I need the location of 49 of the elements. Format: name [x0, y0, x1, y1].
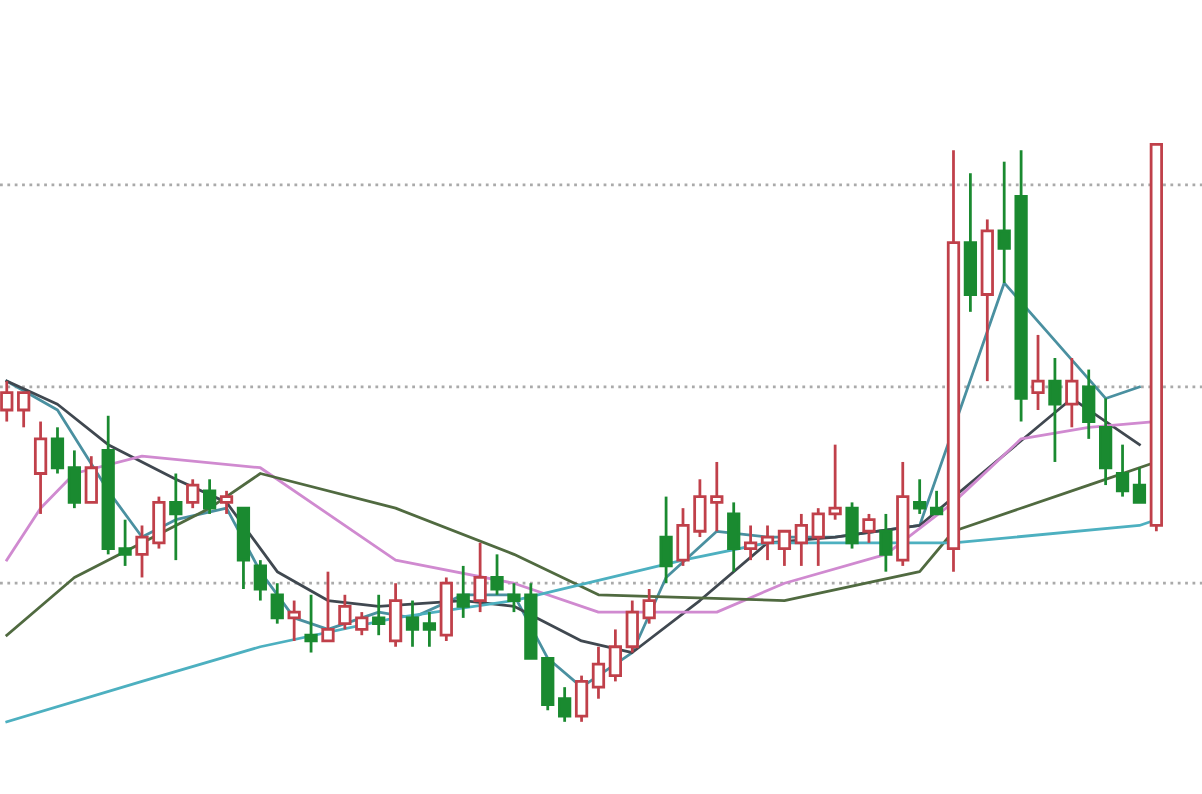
candlestick	[1031, 333, 1045, 412]
candlestick	[608, 628, 622, 683]
candlestick	[794, 512, 808, 568]
candlestick	[625, 599, 639, 654]
candlestick	[727, 501, 741, 574]
candlestick	[541, 656, 555, 712]
candlestick	[372, 593, 386, 637]
candlestick	[558, 685, 572, 724]
candlestick	[67, 449, 82, 510]
candlestick	[84, 454, 98, 504]
candlestick	[473, 541, 487, 614]
candlestick	[253, 558, 267, 602]
candlestick	[219, 489, 234, 516]
candlestick	[203, 477, 217, 516]
candlestick	[321, 570, 335, 643]
candlestick	[862, 512, 876, 545]
candlestick	[169, 472, 183, 562]
candlestick	[304, 593, 318, 654]
candlestick	[490, 552, 504, 597]
candlestick	[591, 645, 606, 701]
candlestick	[1065, 356, 1079, 429]
candlestick	[845, 501, 859, 550]
candlestick	[388, 581, 403, 649]
candlestick	[1082, 368, 1096, 441]
candlestick	[1099, 397, 1113, 487]
candlestick	[1132, 466, 1147, 504]
candlestick	[1048, 356, 1062, 464]
candlestick	[913, 477, 927, 516]
candlestick	[405, 599, 420, 649]
candlestick	[50, 425, 65, 475]
candlestick	[270, 581, 284, 626]
candlestick	[574, 674, 589, 724]
candlestick	[186, 477, 200, 510]
candlestick	[743, 524, 758, 562]
candlestick	[760, 524, 775, 562]
candlestick	[0, 379, 14, 423]
candlestick	[811, 506, 825, 568]
candlestick	[879, 512, 893, 574]
candlestick	[422, 610, 437, 649]
candlestick	[929, 489, 944, 516]
candlestick	[33, 420, 48, 516]
candlestick	[777, 529, 792, 568]
candlestick	[17, 391, 31, 429]
candlestick	[287, 599, 301, 643]
candlestick	[659, 495, 673, 585]
candlestick	[828, 443, 842, 522]
candlestick	[642, 587, 656, 626]
candlestick	[1115, 443, 1130, 498]
candlestick	[456, 564, 470, 620]
